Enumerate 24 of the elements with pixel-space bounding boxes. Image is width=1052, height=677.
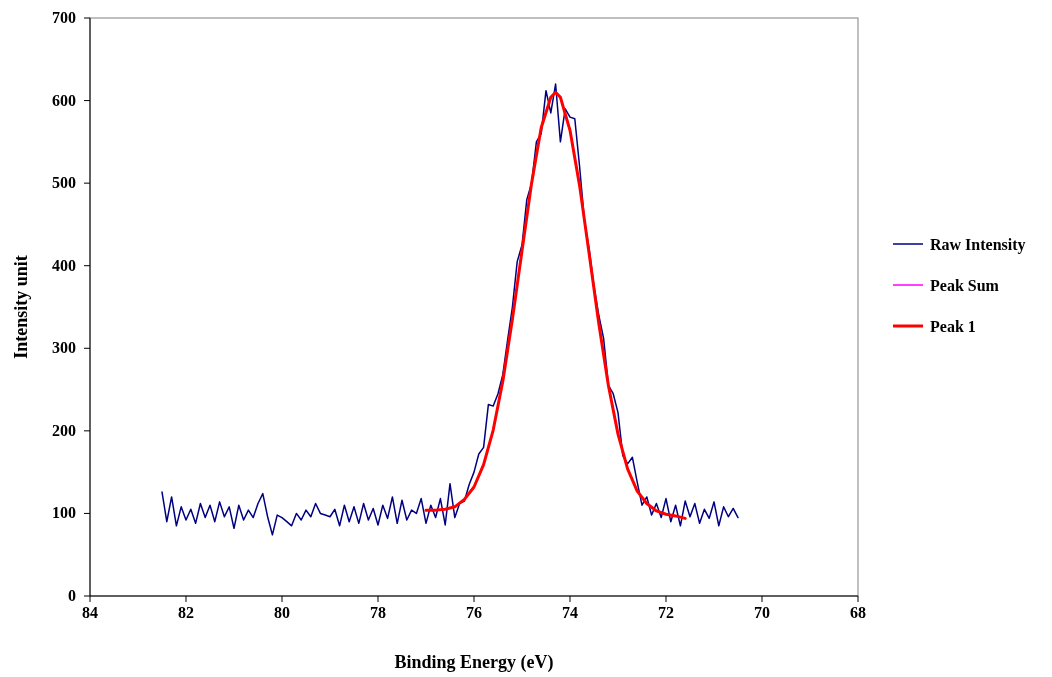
y-tick-label: 600	[52, 91, 76, 109]
x-tick-label: 78	[370, 604, 386, 621]
x-axis-title: Binding Energy (eV)	[394, 652, 554, 673]
x-tick-label: 68	[850, 604, 866, 621]
x-tick-label: 72	[658, 604, 674, 621]
y-tick-label: 200	[52, 421, 76, 439]
line-series	[161, 83, 739, 536]
x-tick-label: 70	[754, 604, 770, 621]
x-tick-label: 76	[466, 604, 482, 621]
x-tick-label: 82	[178, 604, 194, 621]
legend-label: Raw Intensity	[930, 236, 1026, 254]
x-tick-label: 80	[274, 604, 290, 621]
y-tick-label: 300	[52, 339, 76, 357]
x-tick-label: 74	[562, 604, 578, 621]
y-tick-label: 0	[68, 587, 76, 604]
line-series	[424, 90, 687, 520]
y-tick-label: 700	[52, 9, 76, 26]
y-tick-label: 400	[52, 256, 76, 274]
y-axis-title: Intensity unit	[11, 255, 31, 359]
y-tick-label: 500	[52, 174, 76, 192]
legend-label: Peak Sum	[930, 277, 1000, 294]
legend-label: Peak 1	[930, 318, 976, 335]
y-tick-label: 100	[52, 504, 76, 522]
x-tick-label: 84	[82, 604, 98, 621]
